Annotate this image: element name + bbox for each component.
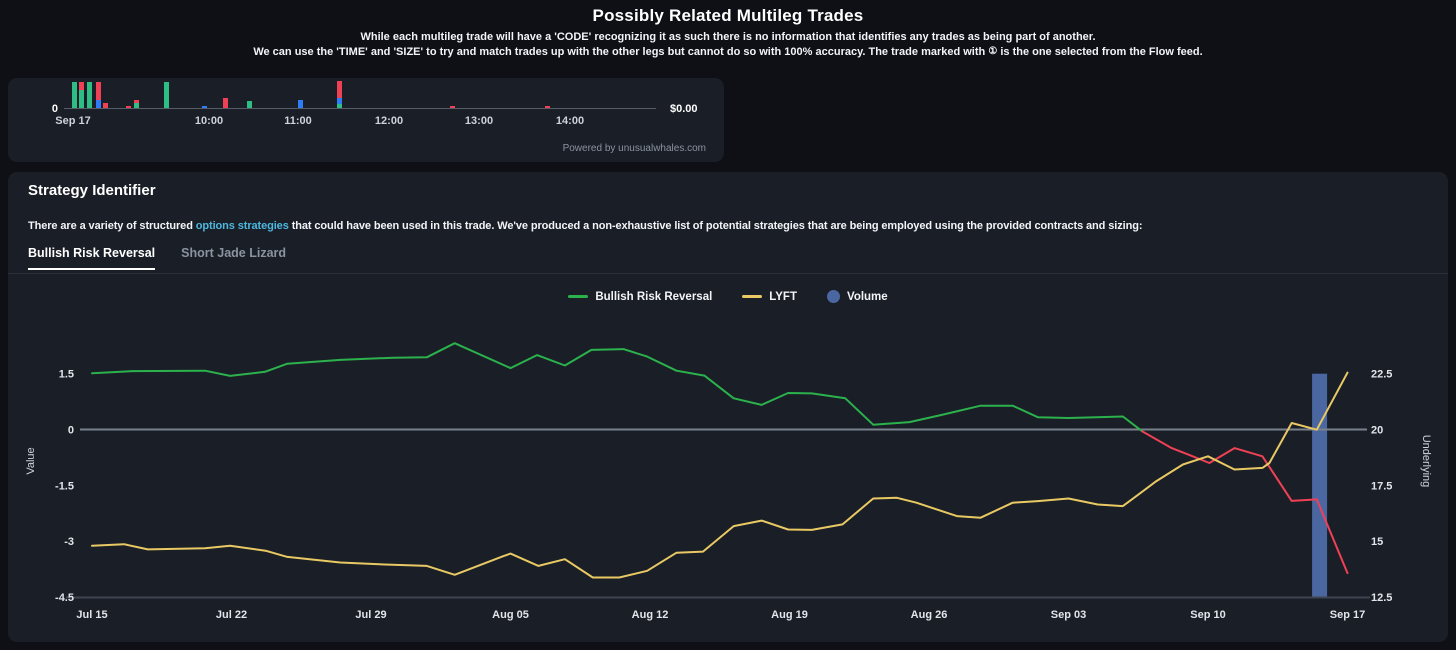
svg-text:17.5: 17.5 (1371, 480, 1392, 492)
svg-text:Aug 12: Aug 12 (632, 609, 669, 621)
svg-text:Underlying: Underlying (1420, 435, 1432, 488)
svg-text:1.5: 1.5 (59, 369, 74, 381)
svg-text:0: 0 (52, 103, 58, 115)
svg-text:Sep 17: Sep 17 (55, 115, 90, 127)
svg-text:Sep 10: Sep 10 (1190, 609, 1225, 621)
subtitle-line2-pre: We can use the 'TIME' and 'SIZE' to try … (253, 46, 989, 58)
selected-trade-marker-icon: ① (988, 46, 998, 57)
legend-swatch-volume-circle (827, 290, 840, 303)
svg-text:13:00: 13:00 (465, 115, 493, 127)
svg-text:-4.5: -4.5 (55, 592, 74, 604)
strategy-description: There are a variety of structured option… (28, 220, 1142, 232)
legend-item-volume[interactable]: Volume (827, 290, 888, 303)
svg-text:12.5: 12.5 (1371, 592, 1392, 604)
tab-short-jade-lizard[interactable]: Short Jade Lizard (181, 246, 287, 260)
legend-label: Bullish Risk Reversal (595, 290, 713, 303)
svg-text:Jul 15: Jul 15 (76, 609, 107, 621)
svg-text:-1.5: -1.5 (55, 480, 74, 492)
svg-text:Sep 03: Sep 03 (1051, 609, 1086, 621)
options-strategies-link[interactable]: options strategies (195, 220, 289, 232)
legend-label: Volume (847, 290, 888, 303)
svg-text:14:00: 14:00 (556, 115, 584, 127)
page-subtitle-line2: We can use the 'TIME' and 'SIZE' to try … (0, 46, 1456, 58)
strategy-tabs: Bullish Risk Reversal Short Jade Lizard (28, 246, 286, 270)
powered-by-link[interactable]: Powered by unusualwhales.com (562, 143, 706, 154)
page-subtitle-line1: While each multileg trade will have a 'C… (360, 31, 1096, 43)
intraday-trades-panel: 0 $0.00 Sep 17 10:00 11:00 12:00 13:00 14:00 Po… (8, 78, 724, 162)
strategy-identifier-panel: Strategy Identifier There are a variety … (8, 172, 1448, 642)
legend-swatch-green-line (568, 295, 589, 298)
subtitle-line2-post: is the one selected from the Flow feed. (997, 46, 1203, 58)
svg-text:Aug 19: Aug 19 (771, 609, 808, 621)
page-title: Possibly Related Multileg Trades (592, 6, 864, 25)
svg-text:Aug 05: Aug 05 (492, 609, 529, 621)
svg-text:10:00: 10:00 (195, 115, 223, 127)
legend-label: LYFT (769, 290, 797, 303)
strategy-description-pre: There are a variety of structured (28, 220, 196, 232)
strategy-section-title: Strategy Identifier (28, 182, 156, 199)
svg-text:Aug 26: Aug 26 (911, 609, 948, 621)
intraday-volume-chart: 0 $0.00 Sep 17 10:00 11:00 12:00 13:00 14:00 (52, 81, 698, 127)
svg-text:-3: -3 (64, 536, 74, 548)
tab-bullish-risk-reversal[interactable]: Bullish Risk Reversal (28, 246, 156, 270)
svg-text:$0.00: $0.00 (670, 103, 698, 115)
svg-text:Jul 29: Jul 29 (355, 609, 386, 621)
tabs-divider (8, 273, 1448, 274)
chart-legend: Bullish Risk Reversal LYFT Volume (8, 290, 1448, 303)
svg-text:15: 15 (1371, 536, 1383, 548)
strategy-vs-underlying-chart: 1.5 0 -1.5 -3 -4.5 22.5 20 17.5 15 12.5 Jul 15 Jul … (25, 342, 1432, 621)
legend-item-lyft[interactable]: LYFT (742, 291, 797, 303)
svg-text:Sep 17: Sep 17 (1330, 609, 1365, 621)
svg-text:0: 0 (68, 425, 74, 437)
svg-text:12:00: 12:00 (375, 115, 403, 127)
svg-text:22.5: 22.5 (1371, 369, 1392, 381)
svg-text:Value: Value (25, 447, 37, 474)
legend-swatch-yellow-line (742, 295, 763, 298)
svg-text:11:00: 11:00 (284, 115, 312, 127)
svg-text:20: 20 (1371, 425, 1383, 437)
strategy-description-post: that could have been used in this trade.… (288, 220, 1143, 232)
page-header: Possibly Related Multileg Trades While e… (0, 6, 1456, 58)
legend-item-bullish-risk-reversal[interactable]: Bullish Risk Reversal (568, 291, 712, 303)
svg-text:Jul 22: Jul 22 (216, 609, 247, 621)
